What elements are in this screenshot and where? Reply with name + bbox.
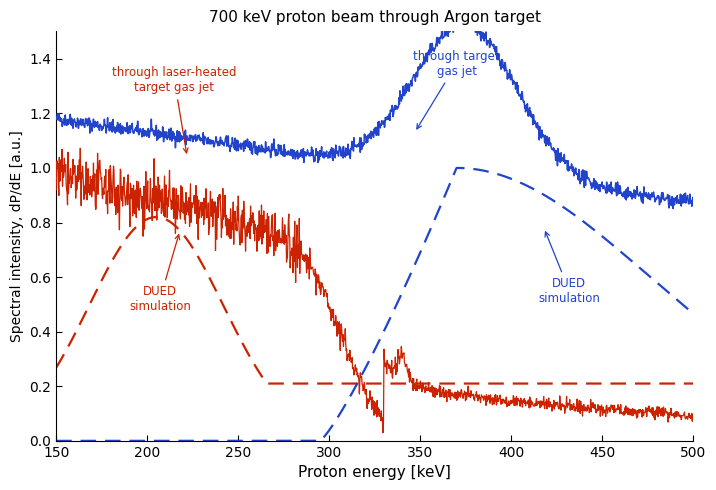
Text: through target
gas jet: through target gas jet — [413, 50, 500, 129]
Y-axis label: Spectral intensity, dP/dE [a.u.]: Spectral intensity, dP/dE [a.u.] — [10, 130, 24, 342]
Text: DUED
simulation: DUED simulation — [538, 232, 600, 305]
Text: DUED
simulation: DUED simulation — [129, 235, 191, 313]
X-axis label: Proton energy [keV]: Proton energy [keV] — [298, 466, 451, 480]
Text: through laser-heated
target gas jet: through laser-heated target gas jet — [112, 66, 237, 153]
Title: 700 keV proton beam through Argon target: 700 keV proton beam through Argon target — [208, 10, 541, 24]
